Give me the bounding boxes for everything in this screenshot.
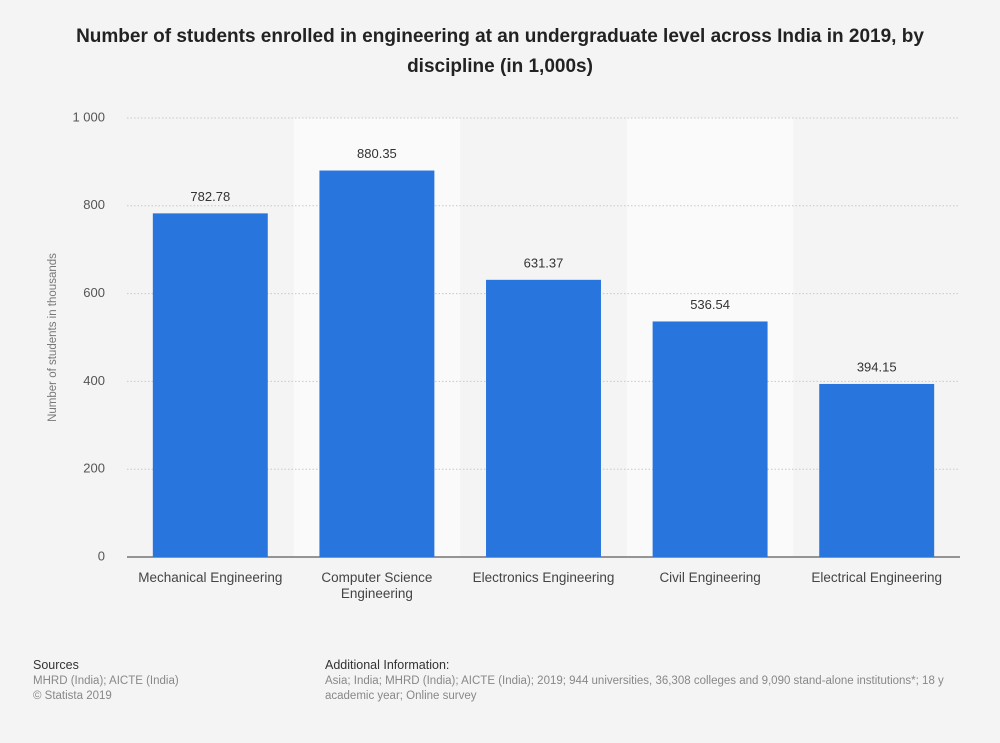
- value-label: 394.15: [857, 359, 897, 374]
- bar: [652, 321, 768, 557]
- x-tick-label: Electrical Engineering: [811, 570, 942, 585]
- x-tick-label: Electronics Engineering: [472, 570, 615, 585]
- bar: [152, 213, 268, 558]
- additional-title: Additional Information:: [325, 658, 450, 672]
- x-tick-label: Computer Science Engineering: [321, 570, 433, 601]
- sources-title: Sources: [33, 658, 79, 672]
- sources-text: MHRD (India); AICTE (India): [33, 675, 179, 687]
- y-axis-title: Number of students in thousands: [47, 253, 59, 422]
- x-tick-label: Mechanical Engineering: [138, 570, 283, 585]
- value-label: 880.35: [357, 146, 397, 161]
- y-tick-label: 800: [83, 197, 105, 212]
- value-label: 536.54: [690, 297, 730, 312]
- y-tick-label: 600: [83, 285, 105, 300]
- sources: Sources MHRD (India); AICTE (India) © St…: [33, 658, 179, 704]
- y-tick-label: 200: [83, 461, 105, 476]
- y-tick-label: 1 000: [72, 109, 105, 124]
- bar: [319, 170, 435, 557]
- y-tick-label: 0: [98, 548, 105, 563]
- y-tick-label: 400: [83, 373, 105, 388]
- bar: [486, 279, 601, 557]
- additional-info: Additional Information: Asia; India; MHR…: [325, 658, 1000, 704]
- value-label: 631.37: [524, 255, 564, 270]
- chart-title: Number of students enrolled in engineeri…: [76, 26, 924, 77]
- additional-text: Asia; India; MHRD (India); AICTE (India)…: [325, 675, 944, 687]
- additional-text: academic year; Online survey: [325, 690, 477, 702]
- copyright: © Statista 2019: [33, 690, 112, 702]
- value-label: 782.78: [190, 189, 230, 204]
- x-tick-label: Civil Engineering: [659, 570, 761, 585]
- bar: [819, 383, 935, 557]
